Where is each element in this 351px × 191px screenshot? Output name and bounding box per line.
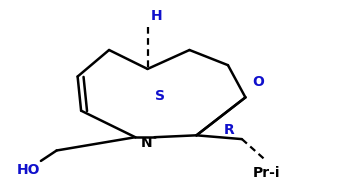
Text: N: N — [141, 136, 153, 150]
Text: O: O — [252, 75, 264, 89]
Text: S: S — [154, 88, 165, 103]
Text: R: R — [224, 123, 234, 137]
Text: H: H — [151, 9, 162, 23]
Text: Pr-i: Pr-i — [252, 166, 280, 180]
Text: HO: HO — [16, 163, 40, 177]
